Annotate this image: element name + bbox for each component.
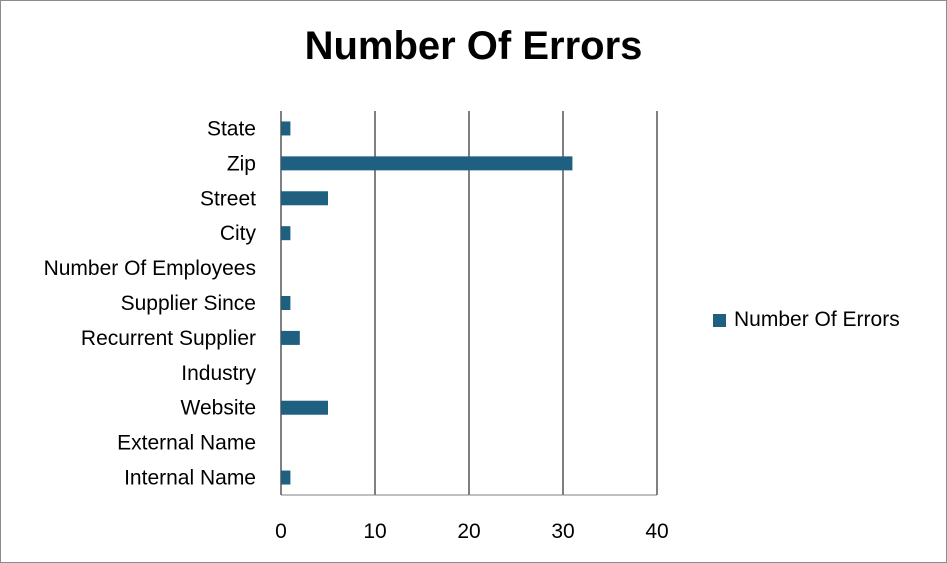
- bar: [281, 191, 328, 206]
- bar: [281, 156, 573, 171]
- legend: Number Of Errors: [713, 308, 900, 332]
- x-tick-label: 40: [645, 520, 668, 543]
- x-tick-label: 0: [275, 520, 287, 543]
- category-label: Street: [200, 187, 256, 210]
- bar: [281, 470, 291, 485]
- x-tick-label: 20: [457, 520, 480, 543]
- category-label: State: [207, 117, 256, 140]
- category-label: Internal Name: [124, 467, 256, 490]
- category-label: City: [220, 222, 257, 245]
- chart-title: Number Of Errors: [304, 24, 643, 68]
- category-label: Zip: [227, 152, 256, 175]
- x-tick-label: 30: [551, 520, 574, 543]
- bar: [281, 330, 300, 345]
- bar: [281, 226, 291, 241]
- bar: [281, 296, 291, 310]
- bar: [281, 400, 328, 415]
- category-label: Industry: [181, 362, 256, 385]
- legend-swatch: [713, 313, 726, 327]
- x-tick-label: 10: [363, 520, 386, 543]
- bar: [281, 121, 291, 136]
- category-label: Recurrent Supplier: [81, 327, 256, 350]
- category-label: Supplier Since: [121, 292, 256, 315]
- legend-label: Number Of Errors: [734, 308, 900, 331]
- category-label: External Name: [117, 432, 256, 455]
- category-label: Website: [181, 397, 256, 420]
- category-label: Number Of Employees: [44, 257, 256, 280]
